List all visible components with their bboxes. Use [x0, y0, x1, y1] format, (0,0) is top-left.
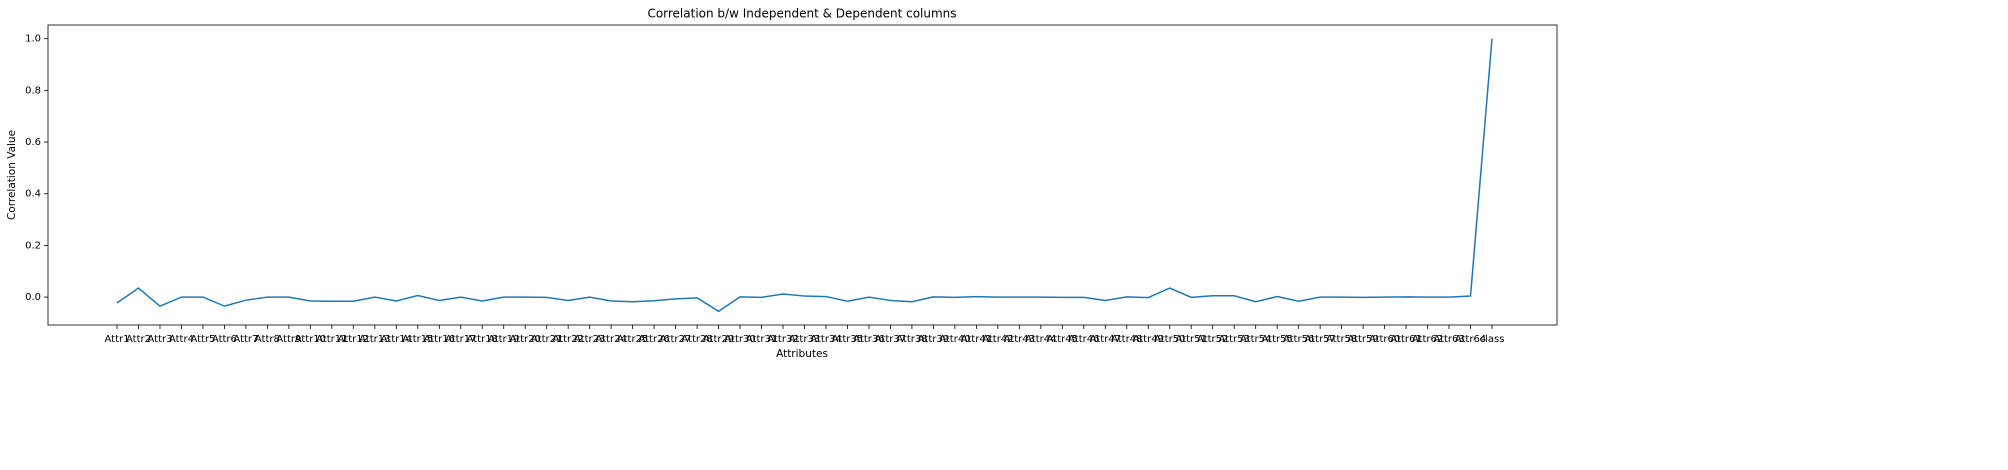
x-tick-label: Attr49: [1133, 334, 1164, 345]
x-tick-label: Attr43: [1004, 334, 1035, 345]
x-tick-label: Attr15: [402, 334, 433, 345]
x-tick-label: Attr59: [1347, 334, 1378, 345]
x-tick-label: Attr27: [660, 334, 691, 345]
x-tick-label: Attr41: [961, 334, 992, 345]
x-tick-label: Attr5: [190, 334, 215, 345]
x-tick-label: Attr40: [939, 334, 970, 345]
x-tick-label: Attr14: [381, 334, 412, 345]
x-tick-label: Attr57: [1304, 334, 1335, 345]
x-tick-label: Attr2: [126, 334, 151, 345]
x-tick-label: Attr11: [316, 334, 347, 345]
x-tick-label: Attr23: [574, 334, 605, 345]
x-tick-label: Attr18: [467, 334, 498, 345]
x-tick-label: Attr25: [617, 334, 648, 345]
x-tick-label: Attr36: [853, 334, 884, 345]
x-tick-label: Attr29: [703, 334, 734, 345]
x-tick-label: Attr42: [982, 334, 1013, 345]
chart-title: Correlation b/w Independent & Dependent …: [647, 7, 956, 21]
y-tick-label: 0.0: [25, 292, 41, 303]
x-tick-label: Attr35: [832, 334, 863, 345]
x-tick-label: Attr32: [767, 334, 798, 345]
x-tick-label: Attr45: [1047, 334, 1078, 345]
x-tick-label: Attr16: [424, 334, 455, 345]
x-tick-label: Attr7: [233, 334, 258, 345]
x-tick-label: Attr13: [359, 334, 390, 345]
x-tick-label: Attr1: [105, 334, 130, 345]
x-tick-label: Attr55: [1261, 334, 1292, 345]
x-tick-label: Attr19: [488, 334, 519, 345]
x-tick-label: Attr12: [338, 334, 369, 345]
x-tick-label: Attr26: [638, 334, 669, 345]
x-tick-label: Attr63: [1433, 334, 1464, 345]
x-tick-label: Attr37: [875, 334, 906, 345]
x-tick-label: Attr53: [1219, 334, 1250, 345]
y-tick-label: 0.2: [25, 240, 41, 251]
x-tick-label: Attr46: [1068, 334, 1099, 345]
x-tick-label: Attr64: [1455, 334, 1486, 345]
y-tick-label: 0.6: [25, 137, 41, 148]
x-tick-label: Attr60: [1369, 334, 1400, 345]
x-tick-label: Attr58: [1326, 334, 1357, 345]
x-tick-label: Attr48: [1111, 334, 1142, 345]
x-tick-label: Attr44: [1025, 334, 1056, 345]
x-tick-label: Attr33: [789, 334, 820, 345]
x-tick-label: Attr38: [896, 334, 927, 345]
x-tick-label: Attr30: [724, 334, 755, 345]
y-tick-label: 0.4: [25, 189, 41, 200]
x-tick-label: Attr17: [445, 334, 476, 345]
y-axis-label: Correlation Value: [6, 130, 18, 220]
x-tick-label: Attr10: [295, 334, 326, 345]
x-axis-label: Attributes: [776, 348, 828, 360]
x-tick-label: Attr50: [1154, 334, 1185, 345]
x-tick-label: Attr24: [595, 334, 626, 345]
x-tick-label: Attr54: [1240, 334, 1271, 345]
x-tick-label: Attr47: [1090, 334, 1121, 345]
plot-frame: [47, 24, 1558, 326]
x-tick-label: Attr39: [918, 334, 949, 345]
x-tick-label: Attr34: [810, 334, 841, 345]
x-tick-label: Attr8: [255, 334, 280, 345]
x-tick-label: Attr51: [1176, 334, 1207, 345]
x-tick-label: Attr31: [746, 334, 777, 345]
x-tick-label: Attr6: [212, 334, 237, 345]
y-tick-label: 1.0: [25, 34, 41, 45]
x-tick-label: Attr4: [169, 334, 194, 345]
x-tick-label: Attr52: [1197, 334, 1228, 345]
x-tick-label: Attr28: [681, 334, 712, 345]
x-tick-label: Attr61: [1390, 334, 1421, 345]
y-tick-label: 0.8: [25, 85, 41, 96]
x-tick-label: Attr21: [531, 334, 562, 345]
x-tick-label: Attr56: [1283, 334, 1314, 345]
x-tick-label: Attr20: [510, 334, 541, 345]
x-tick-label: Attr9: [276, 334, 301, 345]
x-tick-label: Attr3: [147, 334, 172, 345]
x-tick-label: Attr62: [1412, 334, 1443, 345]
line: [116, 38, 1493, 313]
x-tick-label: Attr22: [553, 334, 584, 345]
x-tick-label: class: [1480, 334, 1505, 345]
